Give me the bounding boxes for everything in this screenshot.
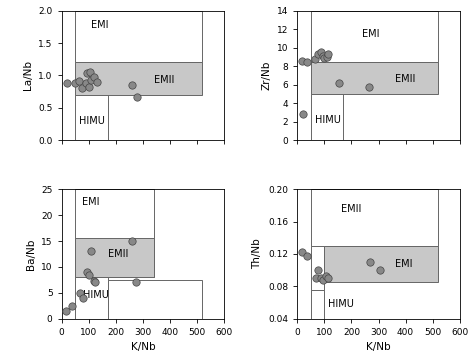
Text: EMI: EMI — [395, 258, 412, 268]
Bar — [324, 246, 438, 282]
Text: EMII: EMII — [341, 204, 361, 214]
Bar — [311, 11, 438, 62]
Text: EMII: EMII — [108, 249, 128, 259]
Bar — [75, 95, 108, 140]
Point — [311, 56, 319, 62]
Bar — [75, 238, 154, 277]
Point — [303, 253, 310, 258]
Text: EMII: EMII — [154, 75, 174, 85]
Point — [317, 275, 325, 281]
Point — [320, 55, 328, 61]
Point — [128, 82, 136, 88]
Bar — [311, 94, 343, 140]
Text: EMI: EMI — [82, 197, 100, 207]
Text: EMI: EMI — [362, 29, 380, 39]
Point — [78, 86, 86, 91]
X-axis label: K/Nb: K/Nb — [366, 342, 391, 352]
Point — [128, 238, 136, 244]
Y-axis label: Ba/Nb: Ba/Nb — [26, 238, 36, 270]
Point — [298, 250, 306, 255]
Point — [88, 77, 95, 83]
Point — [82, 80, 90, 86]
Point — [323, 54, 330, 60]
Point — [298, 58, 306, 63]
Y-axis label: Zr/Nb: Zr/Nb — [261, 61, 271, 90]
Point — [68, 303, 76, 309]
Point — [324, 275, 331, 281]
Point — [63, 80, 71, 86]
Text: HIMU: HIMU — [79, 116, 105, 126]
Bar — [75, 277, 108, 319]
Point — [319, 277, 327, 283]
Point — [63, 308, 70, 314]
Text: HIMU: HIMU — [315, 115, 341, 125]
Point — [88, 248, 95, 254]
Point — [324, 51, 331, 57]
Point — [80, 295, 87, 301]
Y-axis label: La/Nb: La/Nb — [23, 61, 33, 91]
Point — [85, 272, 92, 277]
Bar — [311, 290, 324, 319]
Text: HIMU: HIMU — [328, 299, 354, 309]
Point — [300, 111, 307, 117]
Point — [315, 51, 322, 57]
Point — [322, 273, 329, 279]
Bar — [75, 189, 154, 277]
Point — [90, 279, 97, 284]
Point — [132, 280, 140, 285]
Point — [366, 259, 374, 265]
Point — [365, 84, 373, 90]
Point — [315, 267, 322, 273]
Point — [91, 74, 98, 80]
Text: EMII: EMII — [395, 74, 415, 84]
Point — [83, 71, 91, 76]
Point — [303, 60, 310, 66]
Point — [83, 269, 91, 275]
Bar — [108, 280, 202, 319]
Point — [93, 79, 100, 85]
Text: HIMU: HIMU — [83, 290, 109, 300]
Point — [72, 80, 79, 86]
Bar — [75, 11, 202, 63]
Point — [312, 275, 319, 281]
Point — [376, 267, 383, 273]
Point — [134, 94, 141, 100]
Point — [319, 53, 327, 59]
Point — [76, 290, 84, 296]
Point — [75, 78, 83, 83]
Y-axis label: Th/Nb: Th/Nb — [253, 238, 263, 269]
Point — [317, 49, 325, 55]
Bar — [311, 189, 438, 246]
Bar — [311, 246, 324, 290]
Point — [86, 69, 94, 74]
Point — [91, 280, 99, 285]
Bar — [75, 63, 202, 95]
Text: EMI: EMI — [91, 20, 109, 30]
X-axis label: K/Nb: K/Nb — [130, 342, 155, 352]
Bar — [311, 62, 438, 94]
Point — [336, 80, 343, 86]
Point — [85, 84, 92, 90]
